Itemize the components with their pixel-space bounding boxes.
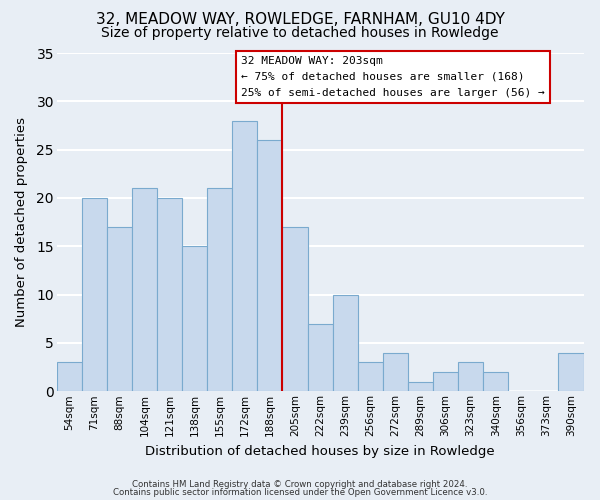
Text: Size of property relative to detached houses in Rowledge: Size of property relative to detached ho… xyxy=(101,26,499,40)
X-axis label: Distribution of detached houses by size in Rowledge: Distribution of detached houses by size … xyxy=(145,444,495,458)
Bar xyxy=(182,246,207,392)
Text: 32 MEADOW WAY: 203sqm
← 75% of detached houses are smaller (168)
25% of semi-det: 32 MEADOW WAY: 203sqm ← 75% of detached … xyxy=(241,56,545,98)
Bar xyxy=(257,140,283,392)
Text: Contains public sector information licensed under the Open Government Licence v3: Contains public sector information licen… xyxy=(113,488,487,497)
Bar xyxy=(559,352,583,392)
Bar xyxy=(408,382,433,392)
Bar xyxy=(232,120,257,392)
Y-axis label: Number of detached properties: Number of detached properties xyxy=(15,117,28,327)
Bar xyxy=(132,188,157,392)
Bar xyxy=(107,227,132,392)
Bar xyxy=(82,198,107,392)
Bar xyxy=(57,362,82,392)
Bar xyxy=(207,188,232,392)
Text: Contains HM Land Registry data © Crown copyright and database right 2024.: Contains HM Land Registry data © Crown c… xyxy=(132,480,468,489)
Bar xyxy=(157,198,182,392)
Bar xyxy=(358,362,383,392)
Bar xyxy=(332,294,358,392)
Bar xyxy=(483,372,508,392)
Bar xyxy=(433,372,458,392)
Text: 32, MEADOW WAY, ROWLEDGE, FARNHAM, GU10 4DY: 32, MEADOW WAY, ROWLEDGE, FARNHAM, GU10 … xyxy=(95,12,505,28)
Bar xyxy=(308,324,332,392)
Bar xyxy=(458,362,483,392)
Bar xyxy=(283,227,308,392)
Bar xyxy=(383,352,408,392)
